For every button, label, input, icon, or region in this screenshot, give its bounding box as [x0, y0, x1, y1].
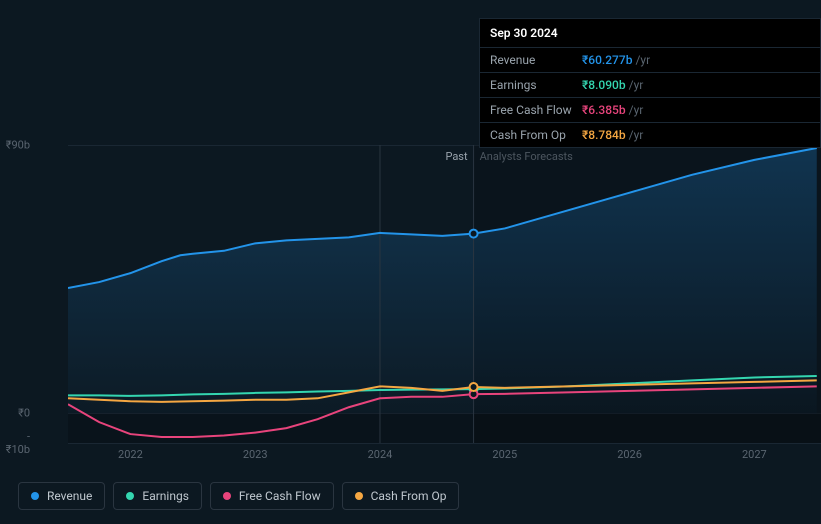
tooltip-row: Free Cash Flow₹6.385b/yr: [480, 98, 820, 123]
tooltip-row-suffix: /yr: [629, 103, 644, 117]
tooltip-row: Revenue₹60.277b/yr: [480, 48, 820, 73]
x-axis-label: 2027: [742, 448, 767, 461]
legend-label: Cash From Op: [371, 489, 447, 503]
legend-label: Revenue: [47, 489, 92, 503]
tooltip-row-label: Revenue: [490, 53, 582, 67]
legend-label: Earnings: [142, 489, 189, 503]
legend-item-revenue[interactable]: Revenue: [18, 482, 105, 510]
hover-marker-revenue: [470, 230, 478, 238]
x-axis-label: 2022: [118, 448, 143, 461]
legend-label: Free Cash Flow: [239, 489, 321, 503]
legend-dot-icon: [126, 492, 134, 500]
legend-dot-icon: [223, 492, 231, 500]
tooltip-date: Sep 30 2024: [480, 19, 820, 48]
x-axis-label: 2023: [243, 448, 268, 461]
tooltip-row-label: Free Cash Flow: [490, 103, 582, 117]
tooltip-row-suffix: /yr: [635, 53, 650, 67]
tooltip-row-suffix: /yr: [629, 128, 644, 142]
chart-legend: Revenue Earnings Free Cash Flow Cash Fro…: [18, 482, 459, 510]
tooltip-row-label: Cash From Op: [490, 128, 582, 142]
tooltip-row-value: ₹8.090b: [582, 78, 626, 92]
tooltip-row-value: ₹8.784b: [582, 128, 626, 142]
tooltip-row: Earnings₹8.090b/yr: [480, 73, 820, 98]
hover-marker-cfo: [470, 383, 478, 391]
legend-item-fcf[interactable]: Free Cash Flow: [210, 482, 334, 510]
tooltip-row-value: ₹60.277b: [582, 53, 632, 67]
tooltip-row-suffix: /yr: [629, 78, 644, 92]
x-axis-label: 2025: [492, 448, 517, 461]
tooltip-row-label: Earnings: [490, 78, 582, 92]
tooltip-row-value: ₹6.385b: [582, 103, 626, 117]
legend-item-cfo[interactable]: Cash From Op: [342, 482, 460, 510]
legend-dot-icon: [355, 492, 363, 500]
financials-chart: ₹90b₹0-₹10b Past Analysts Forecasts 2022…: [18, 0, 805, 524]
hover-tooltip: Sep 30 2024 Revenue₹60.277b/yrEarnings₹8…: [479, 18, 821, 148]
legend-dot-icon: [31, 492, 39, 500]
legend-item-earnings[interactable]: Earnings: [113, 482, 202, 510]
tooltip-row: Cash From Op₹8.784b/yr: [480, 123, 820, 147]
x-axis-label: 2026: [617, 448, 642, 461]
x-axis-label: 2024: [368, 448, 393, 461]
